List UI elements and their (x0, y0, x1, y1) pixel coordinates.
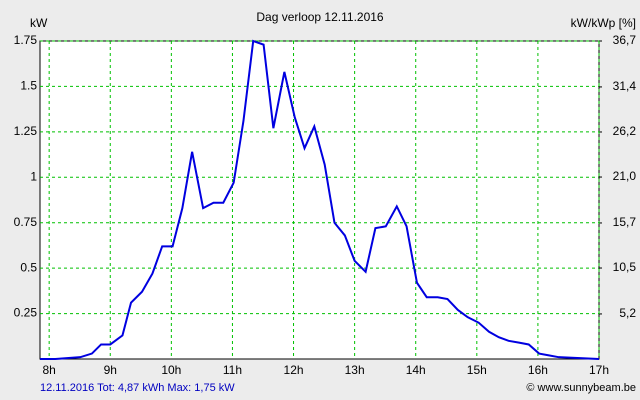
y-tick-label: 0.25 (14, 306, 38, 320)
y-tick-label: 1.25 (14, 124, 38, 138)
x-tick-label: 13h (345, 363, 365, 377)
x-tick-label: 8h (42, 363, 55, 377)
y2-tick-label: 15,7 (613, 215, 637, 229)
y-axis-label: kW (30, 16, 48, 30)
chart-title: Dag verloop 12.11.2016 (256, 10, 384, 24)
footer-left: 12.11.2016 Tot: 4,87 kWh Max: 1,75 kW (40, 382, 235, 394)
y2-tick-label: 21,0 (613, 169, 637, 183)
x-tick-label: 11h (223, 363, 242, 377)
y-tick-label: 1.5 (20, 79, 37, 93)
x-tick-label: 14h (406, 363, 426, 377)
x-tick-label: 10h (161, 363, 181, 377)
y2-tick-label: 10,5 (613, 260, 637, 274)
y2-tick-label: 31,4 (613, 79, 637, 93)
x-tick-label: 12h (284, 363, 304, 377)
x-tick-label: 17h (589, 363, 609, 377)
y2-tick-label: 26,2 (613, 124, 637, 138)
x-tick-label: 9h (104, 363, 117, 377)
y-tick-label: 0.5 (20, 260, 37, 274)
y2-axis-label: kW/kWp [%] (571, 16, 636, 30)
y2-tick-label: 36,7 (613, 33, 637, 47)
y-tick-label: 1.75 (14, 33, 38, 47)
y2-tick-label: 5,2 (619, 306, 636, 320)
footer-right: © www.sunnybeam.be (526, 382, 636, 394)
data-line (40, 39, 600, 360)
y-tick-label: 0.75 (14, 215, 38, 229)
x-tick-label: 16h (528, 363, 548, 377)
y-tick-label: 1 (30, 169, 37, 183)
plot-area (39, 40, 600, 360)
x-tick-label: 15h (467, 363, 487, 377)
